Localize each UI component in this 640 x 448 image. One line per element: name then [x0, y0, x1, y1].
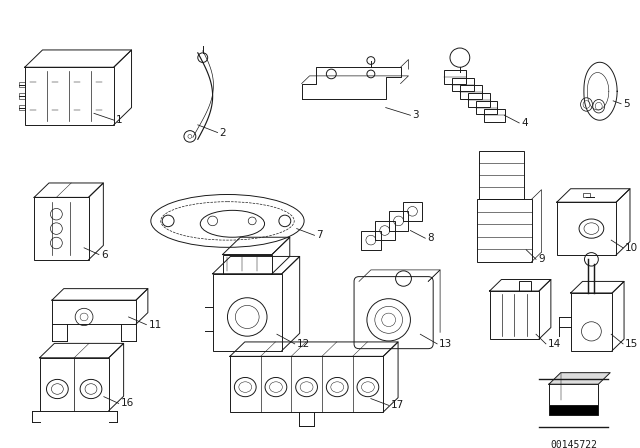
Bar [549, 384, 598, 405]
Bar [460, 86, 482, 99]
Text: 8: 8 [428, 233, 434, 243]
Bar [490, 291, 539, 339]
Text: 15: 15 [625, 339, 638, 349]
Bar [549, 405, 598, 415]
Text: 7: 7 [316, 230, 323, 240]
Text: 12: 12 [297, 339, 310, 349]
Bar [19, 82, 25, 87]
Bar [230, 356, 383, 412]
Polygon shape [549, 373, 610, 384]
Text: 10: 10 [625, 243, 638, 253]
Bar [484, 108, 506, 122]
Bar [582, 193, 591, 198]
Text: 5: 5 [623, 99, 630, 109]
Text: 16: 16 [121, 398, 134, 409]
Bar [476, 101, 497, 114]
Text: 00145722: 00145722 [550, 440, 597, 448]
Text: 14: 14 [548, 339, 561, 349]
Bar [34, 198, 88, 260]
Bar [52, 300, 136, 324]
Text: 1: 1 [116, 115, 122, 125]
Text: 6: 6 [101, 250, 108, 259]
Bar [571, 293, 612, 351]
Bar [444, 70, 466, 84]
Bar [468, 93, 490, 107]
Bar [19, 93, 25, 99]
Text: 4: 4 [521, 118, 528, 128]
Text: 13: 13 [439, 339, 452, 349]
Text: 2: 2 [220, 128, 226, 138]
Bar [19, 105, 25, 111]
Bar [452, 78, 474, 91]
Bar [479, 151, 524, 199]
Bar [477, 199, 532, 262]
Text: 17: 17 [390, 401, 404, 410]
Text: 11: 11 [148, 319, 161, 330]
Text: 9: 9 [538, 254, 545, 264]
Bar [212, 274, 282, 351]
Text: 3: 3 [412, 110, 419, 120]
Bar [557, 202, 616, 255]
Bar [25, 67, 114, 125]
Bar [223, 254, 272, 274]
Bar [519, 281, 531, 291]
Bar [40, 358, 109, 411]
